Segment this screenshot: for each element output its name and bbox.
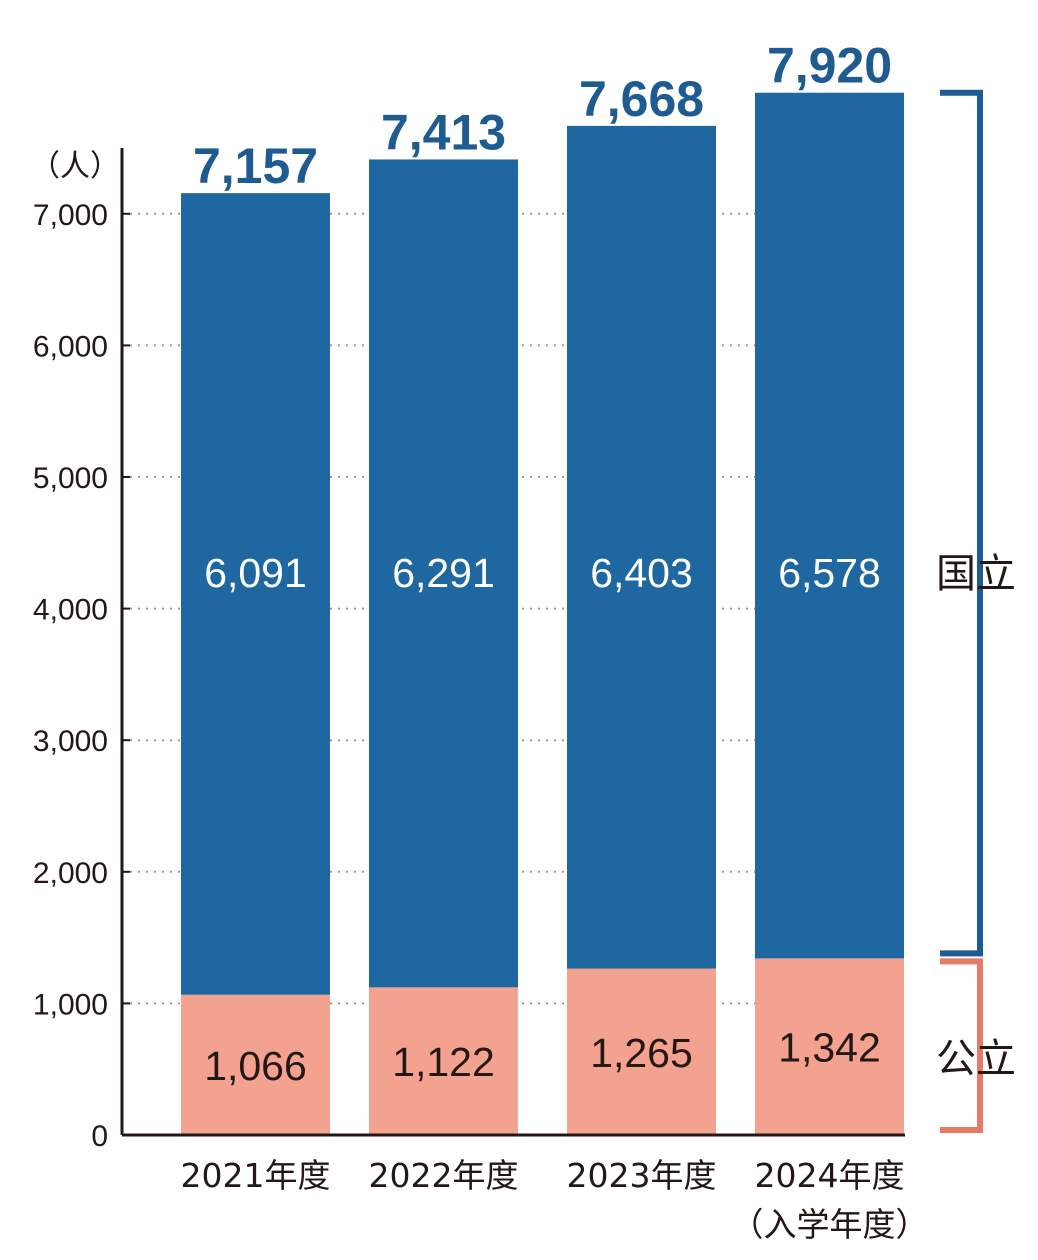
labels-layer: 7,157 6,091 1,066 2021年度 7,413 6,291 1,122 2022… (181, 38, 929, 1244)
bracket-national (940, 89, 983, 957)
public-value-label: 1,066 (204, 1043, 307, 1089)
y-tick-label: 1,000 (33, 988, 108, 1021)
public-value-label: 1,342 (778, 1025, 881, 1071)
bars-layer (181, 92, 904, 1135)
y-tick-label: 6,000 (33, 330, 108, 363)
national-value-label: 6,403 (590, 550, 693, 596)
y-tick-label: 7,000 (33, 199, 108, 232)
y-tick-label: 5,000 (33, 462, 108, 495)
x-category-label: 2021年度 (181, 1156, 331, 1195)
x-category-label: 2022年度 (369, 1156, 519, 1195)
total-value-label: 7,157 (193, 138, 318, 194)
y-tick-label: 3,000 (33, 725, 108, 758)
x-category-label: 2024年度 (755, 1156, 905, 1195)
y-tick-label: 2,000 (33, 857, 108, 890)
total-value-label: 7,668 (579, 71, 704, 127)
bracket-public (940, 958, 983, 1133)
bar-segment-national (567, 125, 716, 969)
y-axis-unit-label: （人） (30, 149, 120, 184)
legend-label-public: 公立 (936, 1036, 1016, 1082)
bar-segment-national (369, 159, 518, 988)
public-value-label: 1,122 (392, 1039, 495, 1085)
y-tick-label: 4,000 (33, 594, 108, 627)
national-value-label: 6,291 (392, 550, 495, 596)
bar-segment-public (181, 994, 330, 1135)
total-value-label: 7,920 (767, 38, 892, 94)
axis-layer: （人） 0 1,000 2,000 3,000 4,000 5,000 6,000 7,000 (30, 148, 905, 1153)
public-value-label: 1,265 (590, 1030, 693, 1076)
bar-segment-national (181, 193, 330, 995)
x-category-label: 2023年度 (567, 1156, 717, 1195)
total-value-label: 7,413 (381, 104, 506, 160)
x-category-note: （入学年度） (731, 1205, 929, 1244)
y-tick-label: 0 (91, 1120, 108, 1153)
legend-label-national: 国立 (936, 551, 1016, 597)
bar-segment-national (755, 92, 904, 959)
national-value-label: 6,091 (204, 550, 307, 596)
bar-segment-public (369, 987, 518, 1135)
national-value-label: 6,578 (778, 550, 881, 596)
bar-segment-public (755, 958, 904, 1135)
bar-segment-public (567, 968, 716, 1135)
